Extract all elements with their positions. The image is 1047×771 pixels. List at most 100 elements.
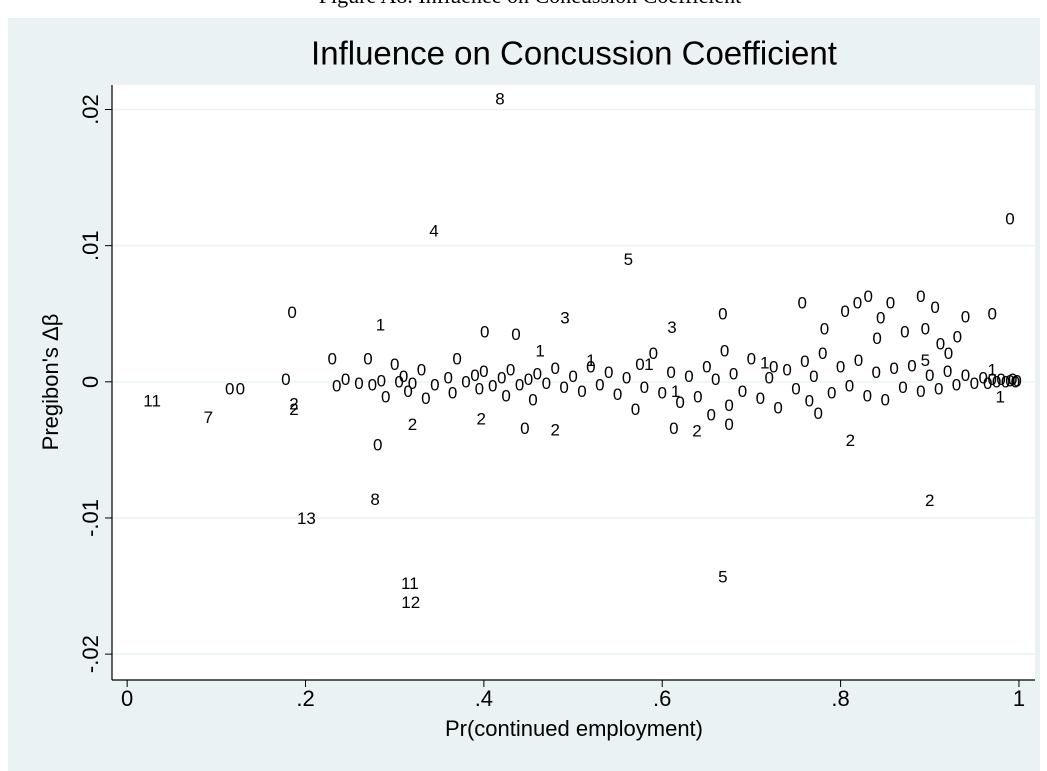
point-label: 0: [1011, 373, 1020, 392]
point-label: 0: [979, 369, 988, 388]
point-label: 0: [635, 355, 644, 374]
point-label: 0: [934, 379, 943, 398]
point-label: 0: [417, 360, 426, 379]
point-label: 0: [992, 373, 1001, 392]
point-label: 0: [702, 358, 711, 377]
point-label: 0: [925, 366, 934, 385]
point-label: 0: [511, 325, 520, 344]
point-label: 0: [497, 369, 506, 388]
point-label: 0: [506, 360, 515, 379]
point-label: 4: [429, 222, 438, 241]
point-label: 1: [760, 354, 769, 373]
point-label: 0: [711, 370, 720, 389]
point-label: 13: [297, 509, 316, 528]
point-label: 0: [461, 373, 470, 392]
point-label: 0: [394, 373, 403, 392]
point-label: 1: [671, 382, 680, 401]
point-label: 0: [550, 359, 559, 378]
figure-caption: Figure A8. Influence on Concussion Coeff…: [319, 0, 741, 8]
point-label: 0: [1008, 370, 1017, 389]
point-label: 0: [666, 363, 675, 382]
point-label: 0: [756, 389, 765, 408]
point-label: 5: [624, 250, 633, 269]
point-label: 0: [718, 305, 727, 324]
point-label: 2: [476, 409, 485, 428]
point-label: 0: [520, 419, 529, 438]
point-label: 0: [236, 379, 245, 398]
point-label: 0: [480, 322, 489, 341]
point-label: 0: [952, 375, 961, 394]
y-tick-label: -.02: [78, 635, 103, 673]
x-tick-label: .4: [475, 686, 493, 711]
point-label: 0: [880, 390, 889, 409]
point-label: 0: [363, 350, 372, 369]
point-label: 1: [376, 315, 385, 334]
point-label: 0: [845, 377, 854, 396]
point-label: 0: [657, 384, 666, 403]
point-label: 0: [448, 384, 457, 403]
y-axis-label: Pregibon's Δβ: [38, 314, 63, 451]
point-label: 0: [724, 415, 733, 434]
point-label: 0: [814, 404, 823, 423]
point-label: 0: [403, 382, 412, 401]
point-label: 2: [692, 422, 701, 441]
point-label: 0: [983, 374, 992, 393]
point-label: 0: [693, 388, 702, 407]
point-label: 0: [332, 377, 341, 396]
point-label: 0: [872, 363, 881, 382]
x-tick-label: 1: [1013, 686, 1025, 711]
point-label: 0: [987, 305, 996, 324]
point-label: 0: [542, 374, 551, 393]
y-tick-label: .02: [78, 94, 103, 125]
point-label: 0: [863, 386, 872, 405]
point-label: 2: [289, 400, 298, 419]
point-label: 5: [718, 567, 727, 586]
point-label: 1: [535, 341, 544, 360]
point-label: 0: [916, 287, 925, 306]
point-label: 0: [953, 328, 962, 347]
point-label: 0: [1012, 371, 1021, 390]
point-label: 0: [622, 369, 631, 388]
point-label: 0: [604, 363, 613, 382]
chart-title: Influence on Concussion Coefficient: [311, 35, 837, 72]
point-label: 0: [287, 303, 296, 322]
point-label: 0: [559, 378, 568, 397]
point-label: 1: [987, 360, 996, 379]
point-label: 0: [408, 374, 417, 393]
point-label: 0: [840, 302, 849, 321]
point-label: 2: [925, 491, 934, 510]
point-label: 0: [720, 341, 729, 360]
point-label: 0: [921, 320, 930, 339]
point-label: 1: [586, 351, 595, 370]
point-label: 0: [430, 375, 439, 394]
point-label: 0: [1005, 209, 1014, 228]
point-label: 0: [613, 385, 622, 404]
point-label: 0: [876, 309, 885, 328]
point-label: 0: [961, 366, 970, 385]
point-label: 0: [1001, 373, 1010, 392]
point-label: 0: [943, 362, 952, 381]
point-label: 0: [853, 294, 862, 313]
point-label: 3: [667, 318, 676, 337]
point-label: 2: [550, 420, 559, 439]
point-label: 8: [495, 89, 504, 108]
y-tick-label: .01: [78, 230, 103, 261]
point-label: 0: [470, 366, 479, 385]
point-label: 0: [724, 396, 733, 415]
point-label: 0: [475, 379, 484, 398]
point-label: 0: [381, 388, 390, 407]
point-label: 0: [225, 379, 234, 398]
point-label: 1: [995, 388, 1004, 407]
point-label: 11: [401, 574, 419, 593]
point-label: 0: [354, 374, 363, 393]
point-label: 0: [818, 344, 827, 363]
point-label: 0: [886, 294, 895, 313]
point-label: 0: [944, 344, 953, 363]
point-label: 0: [390, 355, 399, 374]
point-label: 0: [443, 369, 452, 388]
point-label: 0: [586, 358, 595, 377]
point-label: 2: [289, 394, 298, 413]
point-label: 0: [452, 350, 461, 369]
point-label: 0: [669, 419, 678, 438]
